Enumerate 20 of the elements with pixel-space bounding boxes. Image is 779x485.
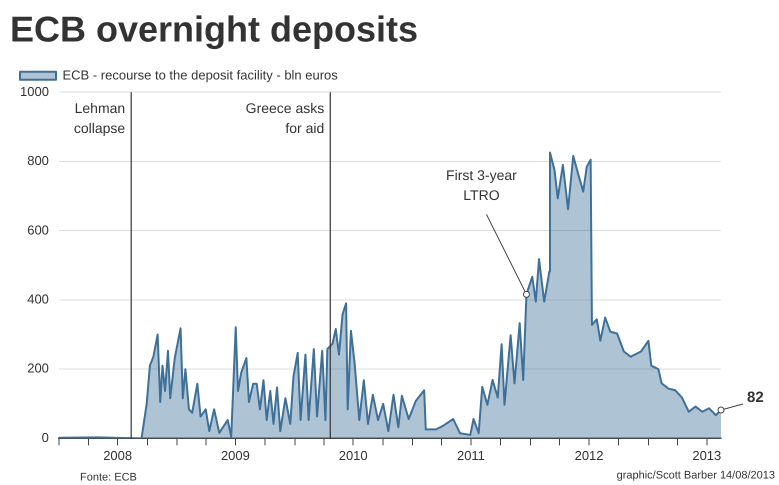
y-tick-label: 800 [27, 153, 49, 168]
source-note: Fonte: ECB [80, 472, 137, 484]
y-tick-label: 1000 [20, 84, 49, 99]
ref-line-label: Greece asks for aid [246, 100, 324, 136]
annotation: 82 [747, 389, 764, 406]
legend-label: ECB - recourse to the deposit facility - bln euros [62, 67, 338, 82]
text: graphic/Scott Barber 14/08/2013 [616, 470, 775, 482]
y-tick-label: 400 [27, 292, 49, 306]
y-tick-label: 200 [27, 360, 49, 376]
x-tick-label: 2008 [103, 448, 132, 463]
x-tick-label: 2013 [692, 448, 722, 463]
x-tick-label: 2012 [574, 448, 604, 463]
x-tick-label: 2010 [338, 448, 368, 463]
chart-title: ECB overnight deposits [10, 8, 418, 50]
ref-line-label: Lehman collapse [74, 100, 126, 136]
x-tick-label: 2009 [220, 448, 250, 463]
annotation: First 3-year LTRO [446, 167, 518, 204]
y-tick-label: 0 [42, 430, 49, 445]
y-tick-label: 600 [27, 222, 49, 238]
x-tick-label: 2011 [456, 448, 485, 463]
